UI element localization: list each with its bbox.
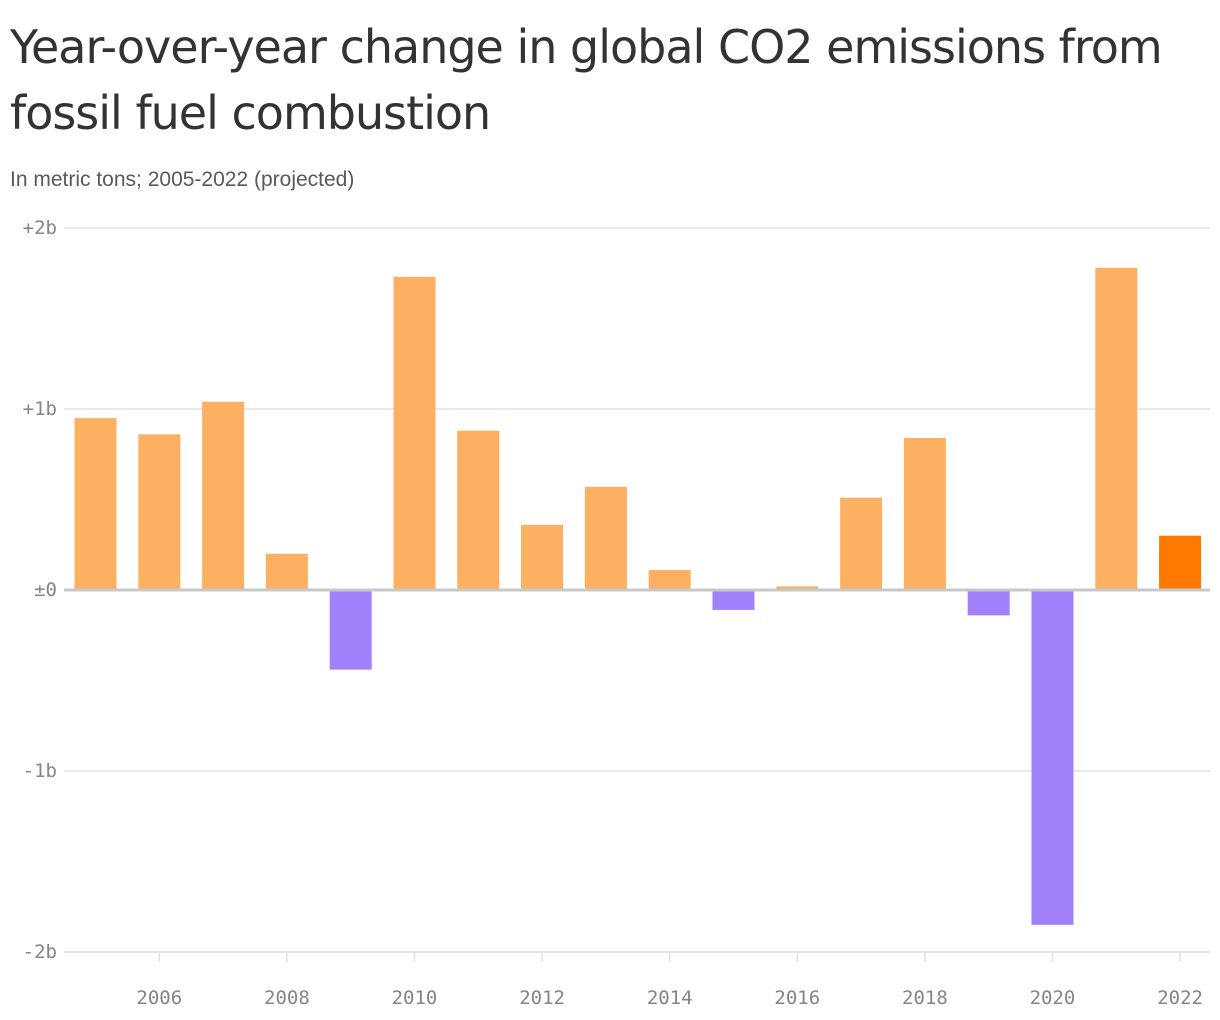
x-tick-label: 2008 [264, 987, 310, 1009]
bars [74, 267, 1202, 925]
x-tick-label: 2010 [392, 987, 438, 1009]
bar-2010 [393, 276, 436, 590]
x-tick-label: 2018 [902, 987, 948, 1009]
y-tick-label: -2b [23, 941, 57, 963]
x-tick-label: 2016 [774, 987, 820, 1009]
bar-2011 [457, 430, 500, 590]
y-tick-label: ±0 [34, 579, 57, 601]
bar-2007 [202, 401, 245, 590]
bar-2013 [584, 486, 627, 590]
y-tick-label: -1b [23, 760, 57, 782]
bar-2006 [138, 434, 181, 590]
bar-2005 [74, 418, 117, 590]
x-tick-label: 2014 [647, 987, 693, 1009]
chart-subtitle: In metric tons; 2005-2022 (projected) [10, 168, 355, 191]
bar-2020 [1031, 590, 1074, 925]
bar-2019 [967, 590, 1010, 616]
bar-2017 [840, 497, 883, 590]
bar-2021 [1095, 267, 1138, 590]
axes: +2b +1b ±0 -1b -2b 2006 2008 2010 2012 2014 2016 20… [23, 217, 1210, 1009]
y-tick-label: +1b [23, 398, 57, 420]
bar-2014 [648, 570, 691, 590]
x-tick-label: 2006 [136, 987, 182, 1009]
bar-2009 [329, 590, 372, 670]
bar-2012 [521, 524, 564, 590]
bar-2022 [1159, 535, 1202, 590]
chart-title: Year-over-year change in global CO2 emis… [10, 20, 1163, 140]
x-tick-label: 2020 [1030, 987, 1076, 1009]
bar-2018 [903, 437, 946, 590]
y-tick-label: +2b [23, 217, 57, 239]
bar-2016 [776, 586, 819, 590]
bar-2008 [265, 553, 308, 590]
x-tick-label: 2012 [519, 987, 565, 1009]
bar-2015 [712, 590, 755, 610]
x-tick-label: 2022 [1157, 987, 1203, 1009]
